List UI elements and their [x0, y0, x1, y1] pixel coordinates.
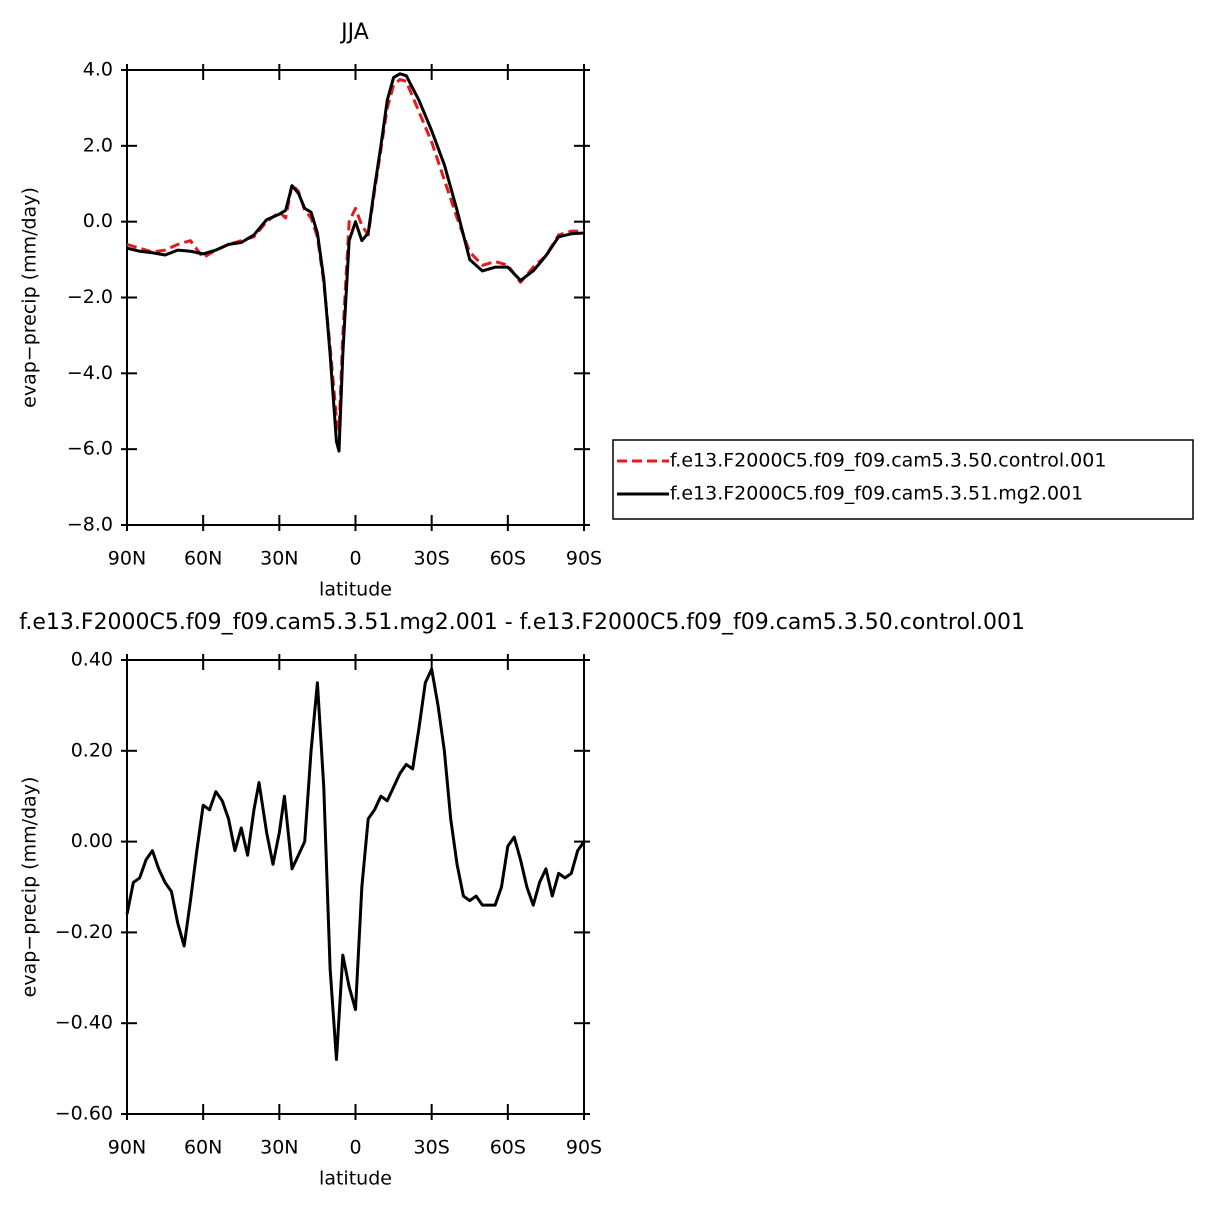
x-tick-label: 90N — [108, 548, 146, 570]
x-tick-label: 30S — [414, 1137, 450, 1159]
x-axis-label: latitude — [319, 1168, 392, 1190]
x-tick-label: 30N — [260, 1137, 298, 1159]
y-tick-label: −0.60 — [55, 1103, 113, 1125]
y-tick-label: 0.20 — [71, 739, 113, 761]
y-tick-label: 0.0 — [83, 210, 113, 232]
x-tick-label: 60S — [490, 1137, 526, 1159]
x-axis-label: latitude — [319, 579, 392, 601]
plot-frame — [126, 659, 585, 1115]
x-tick-label: 60S — [490, 548, 526, 570]
y-tick-label: −0.40 — [55, 1012, 113, 1034]
y-tick-label: −8.0 — [67, 514, 113, 536]
y-tick-label: −4.0 — [67, 362, 113, 384]
data-line — [126, 77, 584, 432]
x-tick-label: 30N — [260, 548, 298, 570]
y-tick-label: −0.20 — [55, 921, 113, 943]
chart-title: f.e13.F2000C5.f09_f09.cam5.3.51.mg2.001 … — [19, 610, 1025, 635]
x-tick-label: 90S — [566, 548, 602, 570]
legend-label: f.e13.F2000C5.f09_f09.cam5.3.51.mg2.001 — [670, 483, 1083, 505]
x-tick-label: 0 — [349, 548, 361, 570]
data-line — [126, 72, 585, 453]
chart-title: JJA — [339, 20, 369, 45]
y-tick-label: −6.0 — [67, 438, 113, 460]
x-tick-label: 60N — [184, 548, 222, 570]
y-tick-label: 4.0 — [83, 59, 113, 81]
x-tick-label: 0 — [349, 1137, 361, 1159]
y-axis-label: evap−precip (mm/day) — [19, 187, 41, 408]
y-tick-label: 2.0 — [83, 134, 113, 156]
x-tick-label: 90S — [566, 1137, 602, 1159]
y-tick-label: 0.40 — [71, 649, 113, 671]
x-tick-label: 90N — [108, 1137, 146, 1159]
x-tick-label: 30S — [414, 548, 450, 570]
data-line — [125, 667, 586, 1062]
y-tick-label: −2.0 — [67, 286, 113, 308]
plot-frame — [126, 69, 585, 526]
y-tick-label: 0.00 — [71, 830, 113, 852]
y-axis-label: evap−precip (mm/day) — [19, 777, 41, 998]
legend-box — [612, 439, 1194, 520]
legend-label: f.e13.F2000C5.f09_f09.cam5.3.50.control.… — [670, 450, 1106, 472]
x-tick-label: 60N — [184, 1137, 222, 1159]
